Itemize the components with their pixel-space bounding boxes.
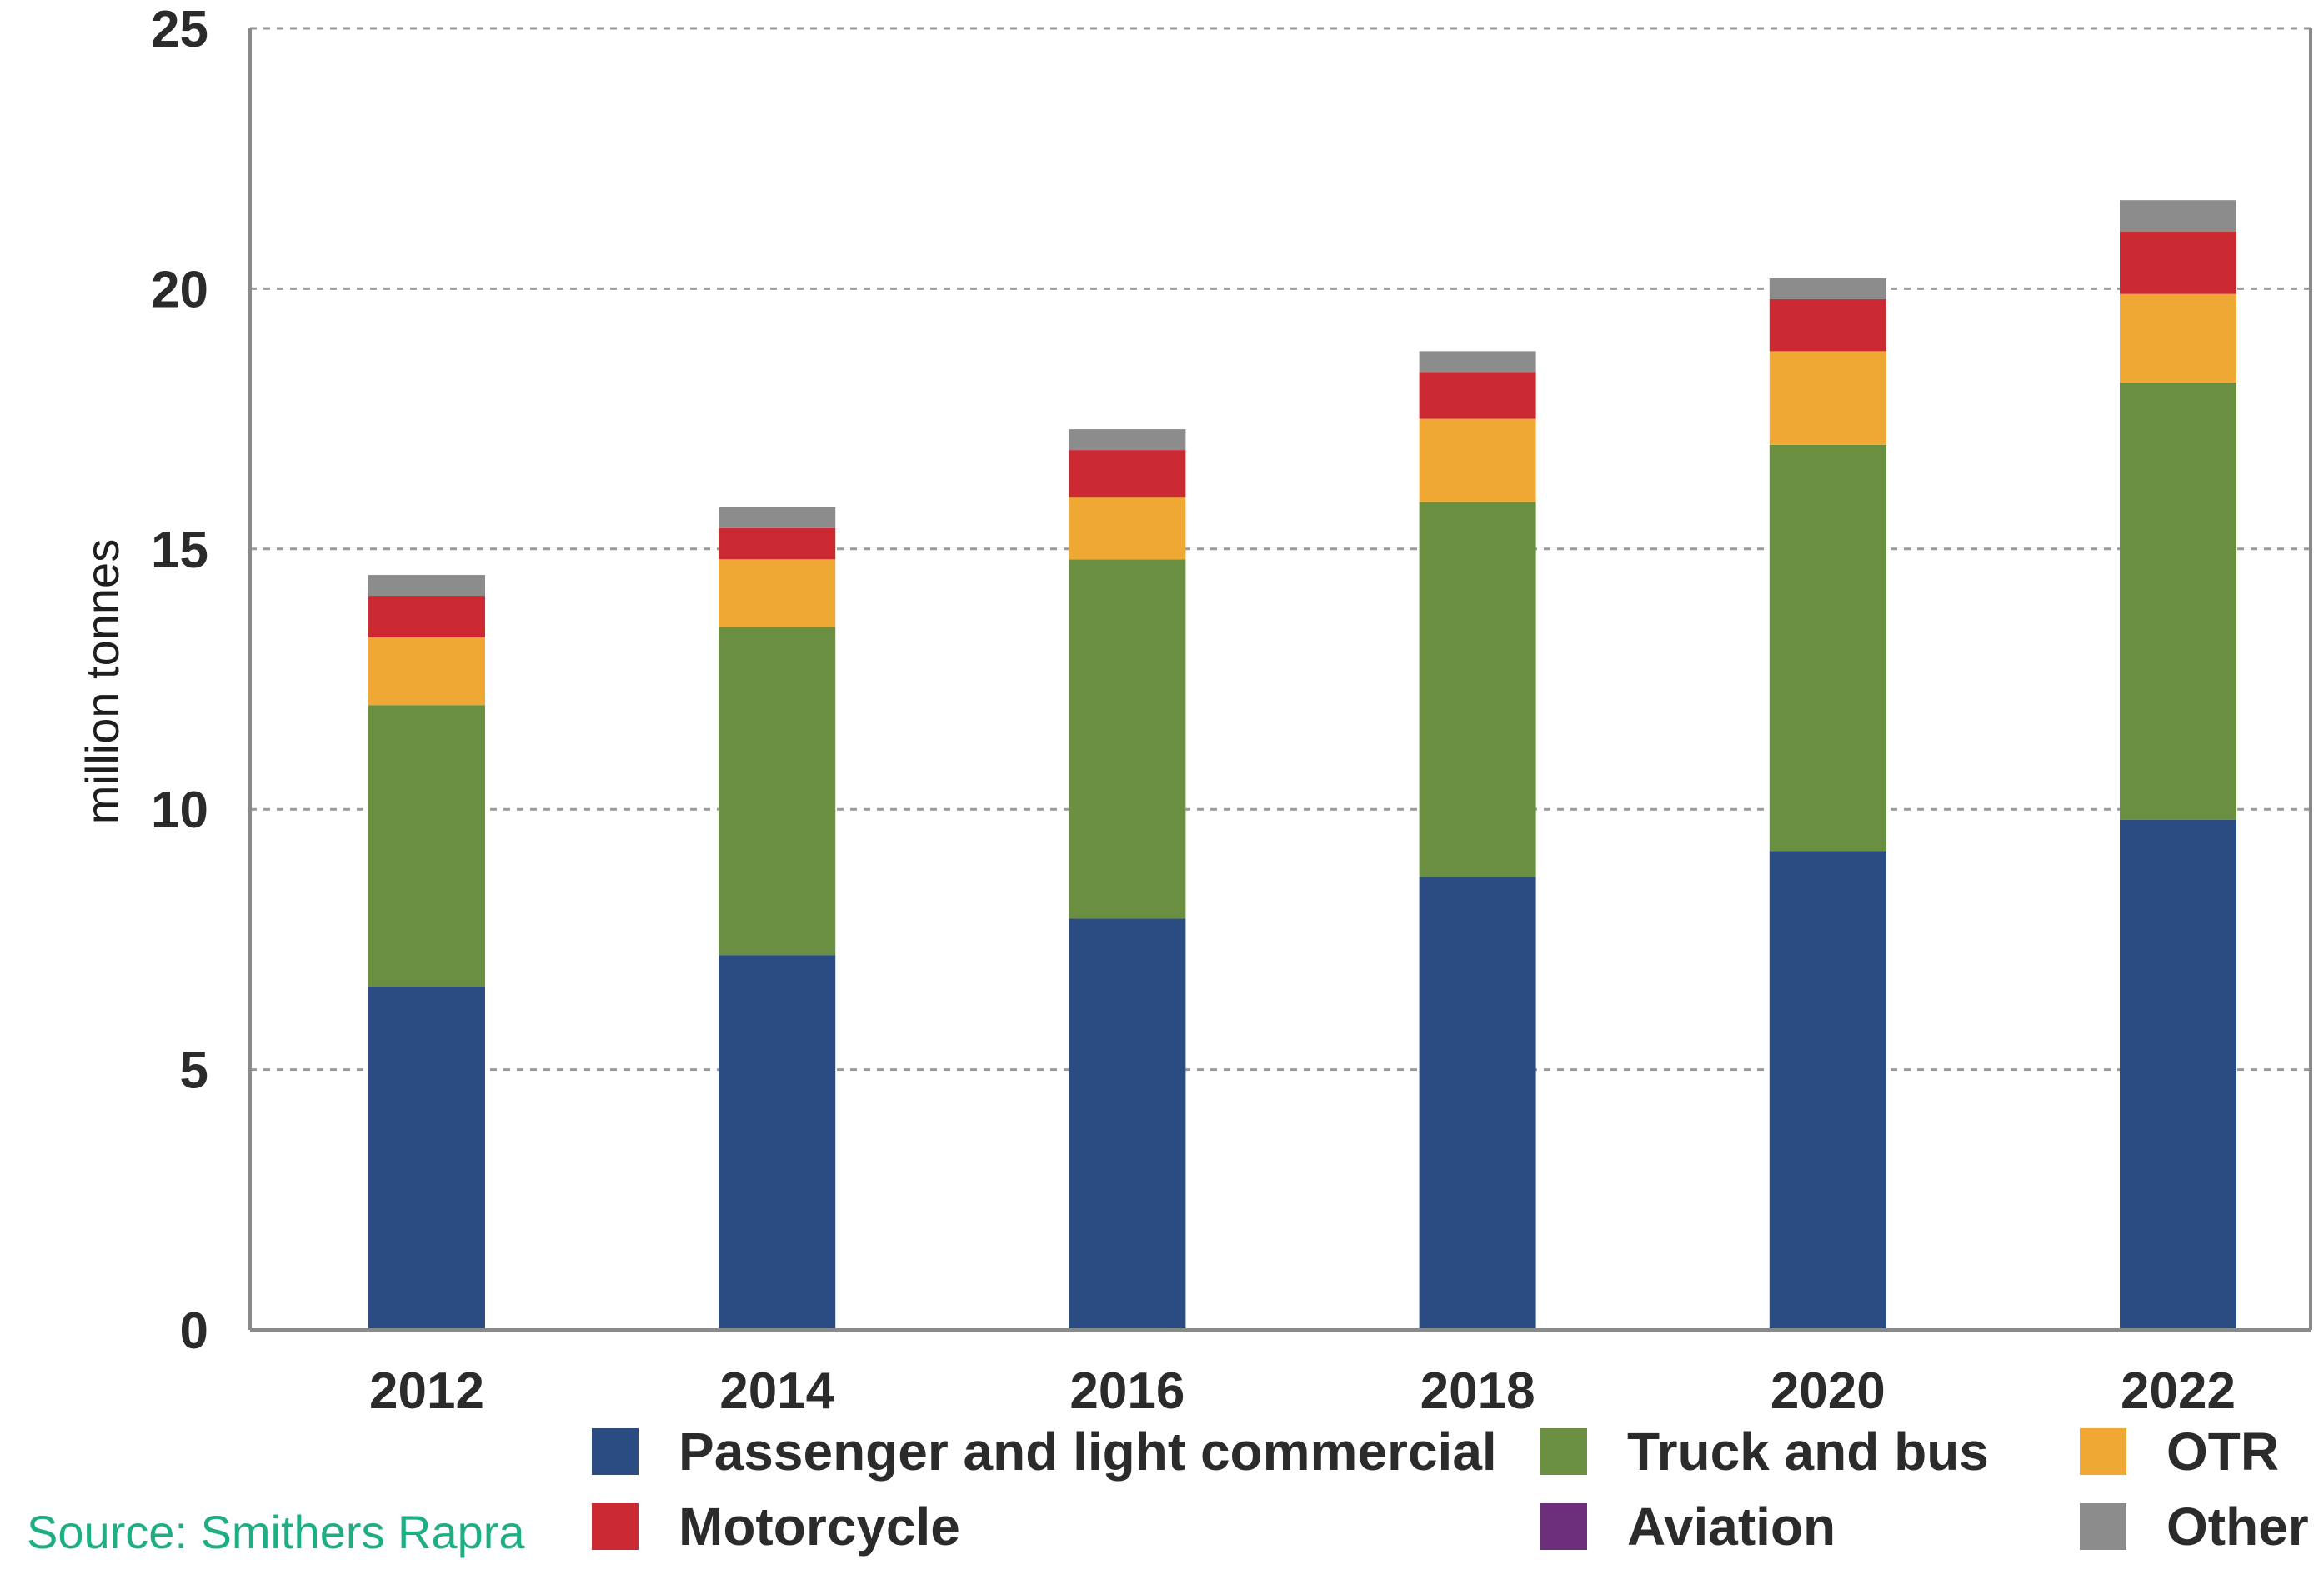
bar-segment [368, 575, 485, 597]
legend-swatch [2080, 1503, 2126, 1550]
bar-segment [1419, 418, 1536, 502]
x-tick-label: 2012 [369, 1362, 484, 1420]
x-tick-label: 2022 [2121, 1362, 2236, 1420]
bar-segment [2120, 382, 2236, 820]
bar-segment [1769, 278, 1886, 299]
x-tick-label: 2018 [1420, 1362, 1535, 1420]
x-tick-labels: 2012 2014 2016 2018 2020 2022 [369, 1362, 2236, 1420]
bar-segment [368, 705, 485, 987]
bar-segment [368, 638, 485, 706]
legend: Passenger and light commercial Truck and … [592, 1422, 2309, 1557]
bar-segment [2120, 293, 2236, 382]
bar-segment [719, 507, 836, 528]
x-tick-label: 2014 [719, 1362, 834, 1420]
bar-segment [2120, 200, 2236, 232]
axes [248, 28, 2312, 1332]
bar-segment [1419, 502, 1536, 878]
legend-label: OTR [2166, 1422, 2279, 1482]
x-tick-label: 2016 [1069, 1362, 1185, 1420]
bar-segment [1419, 877, 1536, 1330]
legend-label: Other [2166, 1497, 2309, 1557]
y-tick-label: 25 [151, 1, 208, 58]
legend-swatch [1540, 1503, 1587, 1550]
grid-lines [250, 27, 2311, 1072]
bar-segment [1769, 444, 1886, 852]
legend-label: Passenger and light commercial [679, 1422, 1497, 1482]
y-tick-label: 10 [151, 782, 208, 839]
bar-segment [1069, 497, 1186, 560]
bar-segment [1069, 450, 1186, 498]
y-tick-label: 0 [180, 1302, 208, 1360]
bar-segment [2120, 819, 2236, 1330]
bar-segment [1069, 918, 1186, 1330]
bar-segment [719, 955, 836, 1330]
bar-segment [1419, 351, 1536, 372]
y-tick-label: 15 [151, 522, 208, 579]
legend-label: Aviation [1627, 1497, 1836, 1557]
source-note: Source: Smithers Rapra [27, 1506, 525, 1558]
y-tick-label: 5 [180, 1042, 208, 1100]
legend-swatch [592, 1503, 639, 1550]
legend-swatch [592, 1428, 639, 1475]
bar-segment [1769, 351, 1886, 445]
legend-label: Truck and bus [1627, 1422, 1989, 1482]
bar-segment [1069, 429, 1186, 451]
legend-swatch [2080, 1428, 2126, 1475]
y-axis-label: million tonnes [76, 539, 128, 824]
bar-segment [1419, 372, 1536, 419]
bar-segment [1769, 298, 1886, 352]
bar-segment [368, 986, 485, 1330]
bar-segment [1769, 851, 1886, 1330]
bar-segment [2120, 231, 2236, 294]
bars [368, 200, 2236, 1330]
bar-segment [1069, 559, 1186, 919]
bar-segment [368, 596, 485, 638]
bar-segment [719, 528, 836, 560]
legend-label: Motorcycle [679, 1497, 960, 1557]
legend-swatch [1540, 1428, 1587, 1475]
y-tick-labels: 0 5 10 15 20 25 [151, 1, 208, 1360]
y-tick-label: 20 [151, 261, 208, 318]
bar-segment [719, 559, 836, 628]
x-tick-label: 2020 [1771, 1362, 1886, 1420]
bar-segment [719, 627, 836, 956]
